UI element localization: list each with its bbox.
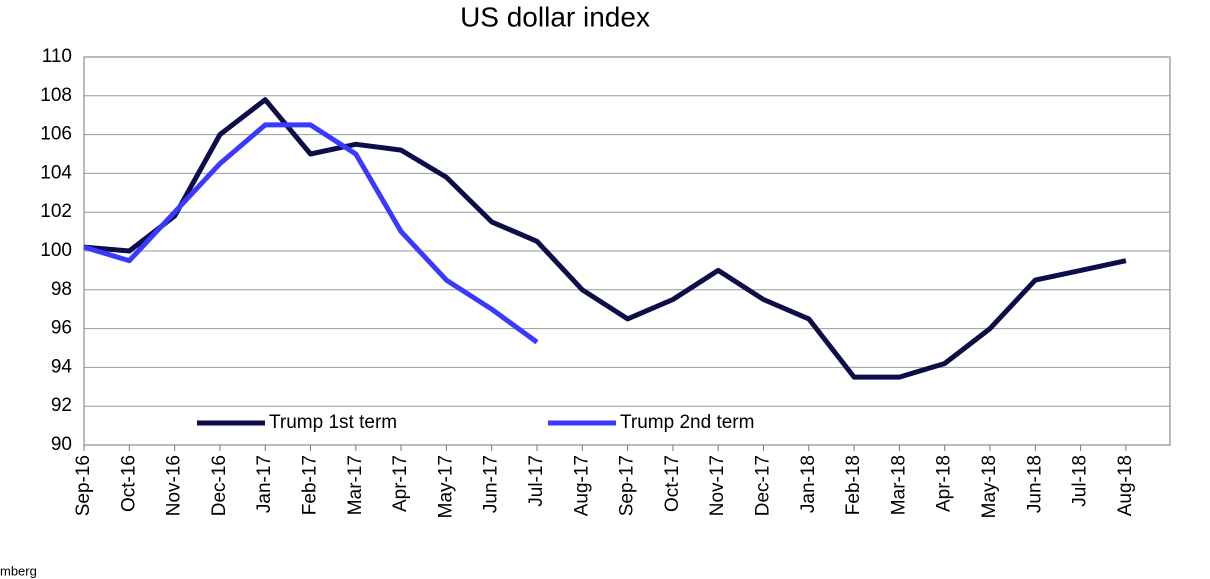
x-tick-label: Aug-18 [1115,455,1136,516]
x-tick-label: Nov-16 [164,455,185,516]
legend-label: Trump 2nd term [620,412,754,433]
y-tick-label: 94 [51,356,73,377]
y-tick-label: 108 [40,85,72,106]
chart-title: US dollar index [460,1,650,32]
x-tick-label: Jun-18 [1024,455,1045,513]
y-tick-label: 106 [40,124,72,145]
x-tick-label: Nov-17 [707,455,728,516]
y-tick-label: 90 [51,434,72,455]
x-tick-label: Feb-18 [843,455,864,515]
x-tick-label: Jan-18 [798,455,819,513]
source: mberg [0,563,37,578]
x-tick-label: Apr-17 [390,455,411,512]
x-tick-label: Mar-18 [888,455,909,515]
x-tick-label: Oct-17 [662,455,683,512]
y-tick-label: 104 [40,162,72,183]
x-tick-label: Sep-17 [617,455,638,516]
x-tick-label: Jun-17 [481,455,502,513]
x-tick-label: Jan-17 [254,455,275,513]
x-tick-label: Dec-16 [209,455,230,516]
legend-label: Trump 1st term [269,412,397,433]
x-tick-label: Dec-17 [753,455,774,516]
y-tick-label: 110 [42,46,72,67]
series-line [83,97,1127,380]
x-tick-label: Aug-17 [571,455,592,516]
series-line [83,122,539,345]
x-tick-label: May-18 [979,455,1000,518]
x-tick-label: Feb-17 [300,455,321,515]
y-tick-label: 98 [51,279,72,300]
x-tick-label: Jul-17 [526,455,547,507]
y-tick-label: 100 [40,240,72,261]
x-tick-label: Oct-16 [118,455,139,512]
plot-frame [83,56,1171,446]
y-tick-label: 96 [51,318,72,339]
x-tick-label: Apr-18 [934,455,955,512]
x-tick-label: Sep-16 [73,455,94,516]
x-tick-label: Jul-18 [1070,455,1091,507]
y-tick-label: 102 [40,201,72,222]
y-tick-label: 92 [51,395,72,416]
x-tick-label: Mar-17 [345,455,366,515]
x-tick-label: May-17 [435,455,456,518]
